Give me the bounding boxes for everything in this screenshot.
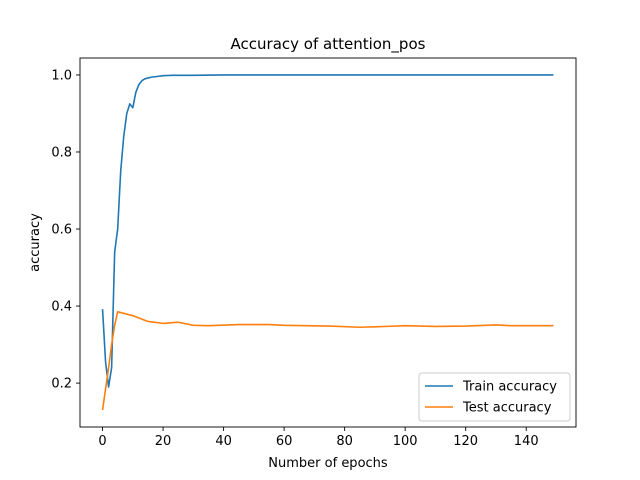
x-tick-label: 140 <box>514 434 539 449</box>
y-tick-label: 0.2 <box>51 377 72 392</box>
x-tick-label: 60 <box>276 434 293 449</box>
legend: Train accuracy Test accuracy <box>418 372 571 422</box>
y-tick-label: 0.4 <box>51 300 72 315</box>
plot-frame <box>79 57 577 428</box>
x-tick-label: 0 <box>98 434 106 449</box>
x-tick-label: 40 <box>215 434 232 449</box>
y-axis: 0.2 0.4 0.6 0.8 1.0 <box>51 68 80 392</box>
y-tick-label: 1.0 <box>51 68 72 83</box>
x-tick-label: 20 <box>155 434 172 449</box>
plot-area <box>79 57 577 428</box>
x-axis-label: Number of epochs <box>268 456 388 471</box>
y-tick-label: 0.8 <box>51 145 72 160</box>
x-tick-label: 100 <box>393 434 418 449</box>
x-axis: 0 20 40 60 80 100 120 140 <box>98 427 539 449</box>
x-tick-label: 80 <box>336 434 353 449</box>
series-line-2 <box>101 311 554 411</box>
chart-title: Accuracy of attention_pos <box>231 35 426 54</box>
y-axis-label: accuracy <box>28 213 43 272</box>
x-tick-label: 120 <box>453 434 478 449</box>
legend-label: Test accuracy <box>462 401 552 416</box>
y-tick-label: 0.6 <box>51 223 72 238</box>
legend-box <box>418 372 571 422</box>
series-line-1 <box>101 74 554 388</box>
legend-label: Train accuracy <box>462 380 557 395</box>
